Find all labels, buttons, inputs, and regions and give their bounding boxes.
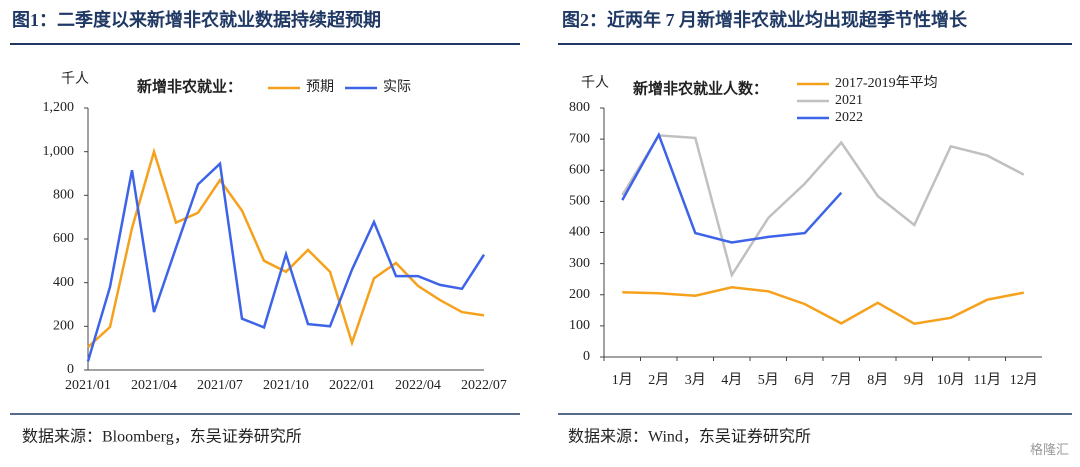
legend-title: 新增非农就业： [137,77,242,95]
y-tick-label: 700 [569,131,590,146]
x-tick-label: 3月 [685,372,706,388]
x-tick-label: 2021/01 [65,378,111,393]
series-line [621,134,1025,279]
legend-label: 2022 [835,110,863,125]
x-tick-label: 1月 [612,372,633,388]
y-tick-label: 600 [569,162,590,177]
y-tick-label: 400 [53,275,74,290]
y-tick-label: 800 [569,100,590,115]
legend-label: 2017-2019年平均 [835,75,938,91]
legend-label: 预期 [306,79,334,95]
x-tick-label: 4月 [721,372,742,388]
y-tick-label: 200 [53,319,74,334]
y-tick-label: 0 [583,349,590,364]
x-tick-label: 7月 [831,372,852,388]
x-tick-label: 12月 [1010,372,1038,388]
x-tick-label: 2021/04 [131,378,177,393]
series-line [87,147,485,349]
y-tick-label: 1,200 [43,100,75,115]
series-line [86,161,486,362]
series-line [621,131,843,244]
series-line [622,286,1025,326]
x-tick-label: 10月 [937,372,965,388]
y-tick-label: 1,000 [43,144,75,159]
x-tick-label: 2021/10 [263,378,309,393]
unit-label: 千人 [61,71,89,87]
y-tick-label: 0 [67,362,74,377]
legend-label: 2021 [835,93,863,108]
y-tick-label: 200 [569,287,590,302]
x-tick-label: 5月 [758,372,779,388]
source: 数据来源：Wind，东吴证券研究所 [568,428,811,446]
unit-label: 千人 [581,75,609,91]
y-tick-label: 100 [569,318,590,333]
x-tick-label: 2月 [648,372,669,388]
legend-label: 实际 [383,79,411,95]
y-tick-label: 400 [569,225,590,240]
source: 数据来源：Bloomberg，东吴证券研究所 [22,428,302,446]
x-tick-label: 6月 [794,372,815,388]
x-tick-label: 2022/07 [461,378,507,393]
x-tick-label: 2022/04 [395,378,441,393]
x-tick-label: 9月 [904,372,925,388]
x-tick-label: 8月 [867,372,888,388]
chart-title: 图2：近两年 7 月新增非农就业均出现超季节性增长 [562,9,968,30]
y-tick-label: 800 [53,188,74,203]
x-tick-label: 2022/01 [329,378,375,393]
chart-title: 图1：二季度以来新增非农就业数据持续超预期 [12,9,381,30]
y-tick-label: 500 [569,194,590,209]
y-tick-label: 600 [53,231,74,246]
y-tick-label: 300 [569,256,590,271]
watermark: 格隆汇 [1030,442,1069,457]
legend-title: 新增非农就业人数： [633,79,768,97]
x-tick-label: 2021/07 [197,378,243,393]
x-tick-label: 11月 [974,372,1001,388]
